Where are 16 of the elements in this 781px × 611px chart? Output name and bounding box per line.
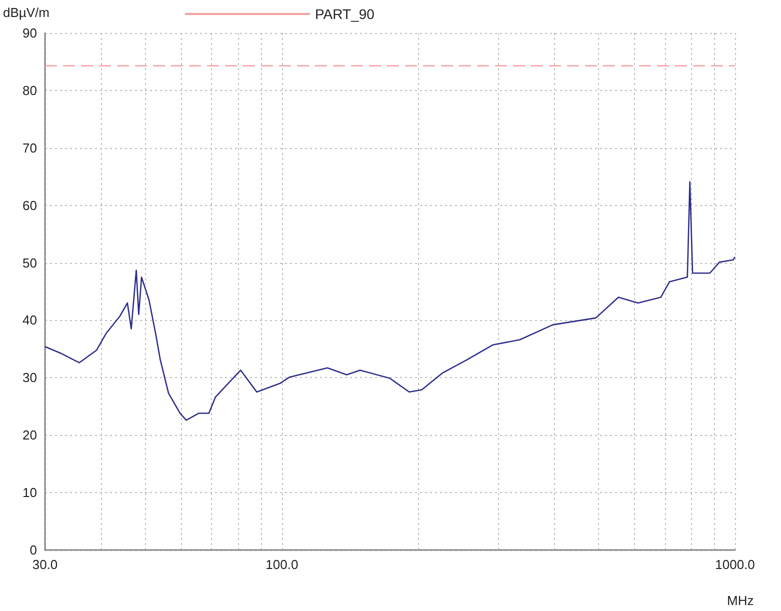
text: PART_90	[315, 6, 375, 22]
y-tick-label: 90	[22, 26, 37, 40]
y-tick-label: 10	[22, 485, 37, 500]
y-tick-label: 0	[30, 542, 37, 558]
y-tick-label: 80	[22, 82, 37, 98]
y-tick-label: 50	[22, 255, 37, 270]
x-tick-label: 30.0	[32, 557, 58, 572]
y-axis-title: dBµV/m	[3, 5, 50, 20]
y-tick-label: 70	[22, 140, 37, 156]
y-tick-label: 60	[22, 198, 37, 213]
x-tick-label: 100.0	[266, 557, 298, 572]
y-tick-label: 20	[22, 428, 37, 443]
x-tick-label: 1000.0	[715, 557, 755, 572]
y-tick-label: 30	[22, 370, 37, 386]
x-axis-title: MHz	[727, 593, 754, 608]
y-tick-label: 40	[22, 312, 37, 328]
